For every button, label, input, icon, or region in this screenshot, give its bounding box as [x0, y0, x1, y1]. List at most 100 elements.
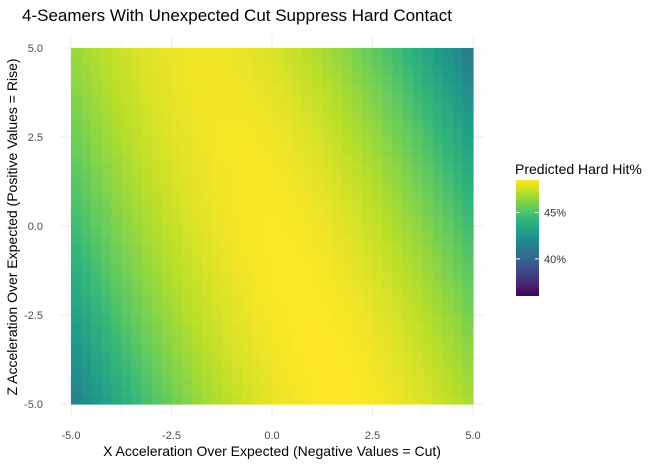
- heatmap-cell: [352, 83, 364, 94]
- heatmap-cell: [191, 288, 203, 298]
- heatmap-cell: [422, 208, 434, 218]
- heatmap-cell: [221, 297, 233, 307]
- heatmap-cell: [292, 217, 303, 227]
- heatmap-cell: [462, 101, 474, 111]
- y-axis-title: Z Acceleration Over Expected (Positive V…: [4, 58, 20, 395]
- heatmap-cell: [101, 56, 112, 67]
- heatmap-cell: [121, 217, 132, 227]
- heatmap-cell: [382, 297, 394, 307]
- heatmap-cell: [312, 101, 323, 111]
- heatmap-cell: [442, 190, 454, 200]
- heatmap-cell: [201, 163, 213, 174]
- heatmap-cell: [322, 315, 333, 325]
- heatmap-cell: [191, 368, 203, 378]
- heatmap-cell: [221, 261, 233, 272]
- heatmap-cell: [231, 163, 243, 174]
- heatmap-cell: [181, 226, 193, 236]
- heatmap-cell: [251, 279, 263, 289]
- heatmap-cell: [282, 145, 293, 156]
- heatmap-cell: [101, 226, 112, 236]
- heatmap-cell: [121, 145, 132, 156]
- heatmap-cell: [131, 74, 142, 85]
- heatmap-cell: [111, 74, 122, 85]
- heatmap-cell: [372, 332, 384, 343]
- heatmap-cell: [231, 226, 243, 236]
- heatmap-cell: [101, 368, 112, 378]
- heatmap-cell: [332, 323, 343, 334]
- heatmap-cell: [251, 145, 263, 156]
- heatmap-cell: [141, 368, 152, 378]
- heatmap-cell: [121, 297, 132, 307]
- heatmap-cell: [352, 110, 364, 120]
- heatmap-cell: [81, 377, 92, 387]
- heatmap-cell: [402, 110, 414, 120]
- heatmap-cell: [151, 288, 163, 298]
- heatmap-cell: [211, 208, 223, 218]
- heatmap-cell: [171, 395, 183, 405]
- heatmap-cell: [241, 359, 253, 369]
- heatmap-cell: [282, 128, 293, 138]
- heatmap-cell: [231, 234, 243, 245]
- heatmap-cell: [241, 315, 253, 325]
- heatmap-cell: [261, 217, 273, 227]
- heatmap-cell: [332, 172, 343, 183]
- heatmap-cell: [332, 217, 343, 227]
- heatmap-cell: [402, 48, 414, 58]
- heatmap-cell: [201, 190, 213, 200]
- heatmap-cell: [292, 395, 303, 405]
- heatmap-cell: [111, 395, 122, 405]
- heatmap-cell: [121, 199, 132, 209]
- heatmap-cell: [302, 217, 313, 227]
- heatmap-cell: [111, 190, 122, 200]
- heatmap-cell: [342, 252, 353, 263]
- heatmap-cell: [452, 234, 464, 245]
- heatmap-cell: [191, 208, 203, 218]
- heatmap-cell: [272, 332, 283, 343]
- heatmap-cell: [322, 172, 333, 183]
- heatmap-cell: [332, 226, 343, 236]
- heatmap-cell: [81, 65, 92, 76]
- heatmap-cell: [191, 137, 203, 147]
- heatmap-cell: [241, 190, 253, 200]
- heatmap-cell: [422, 172, 434, 183]
- heatmap-cell: [352, 368, 364, 378]
- heatmap-cell: [131, 145, 142, 156]
- heatmap-cell: [332, 377, 343, 387]
- heatmap-cell: [171, 65, 183, 76]
- heatmap-cell: [312, 279, 323, 289]
- heatmap-cell: [221, 377, 233, 387]
- heatmap-cell: [462, 368, 474, 378]
- heatmap-cell: [412, 377, 424, 387]
- heatmap-cell: [191, 306, 203, 316]
- heatmap-cell: [71, 270, 82, 280]
- heatmap-cell: [412, 332, 424, 343]
- heatmap-cell: [261, 350, 273, 361]
- heatmap-cell: [402, 101, 414, 111]
- heatmap-cell: [452, 359, 464, 369]
- heatmap-cell: [442, 172, 454, 183]
- heatmap-cell: [332, 243, 343, 254]
- heatmap-cell: [101, 190, 112, 200]
- heatmap-cell: [442, 65, 454, 76]
- heatmap-cell: [151, 332, 163, 343]
- heatmap-cell: [302, 110, 313, 120]
- heatmap-cell: [91, 217, 102, 227]
- heatmap-cell: [111, 226, 122, 236]
- heatmap-cell: [342, 101, 353, 111]
- heatmap-cell: [442, 199, 454, 209]
- heatmap-cell: [151, 395, 163, 405]
- heatmap-cell: [352, 297, 364, 307]
- heatmap-cell: [302, 172, 313, 183]
- heatmap-cell: [442, 261, 454, 272]
- heatmap-cell: [231, 145, 243, 156]
- heatmap-cell: [221, 288, 233, 298]
- heatmap-cell: [412, 395, 424, 405]
- heatmap-cell: [432, 243, 444, 254]
- heatmap-cell: [332, 315, 343, 325]
- heatmap-cell: [292, 341, 303, 352]
- heatmap-cell: [302, 65, 313, 76]
- heatmap-cell: [71, 154, 82, 165]
- heatmap-cell: [382, 110, 394, 120]
- heatmap-cell: [121, 83, 132, 94]
- heatmap-cell: [251, 341, 263, 352]
